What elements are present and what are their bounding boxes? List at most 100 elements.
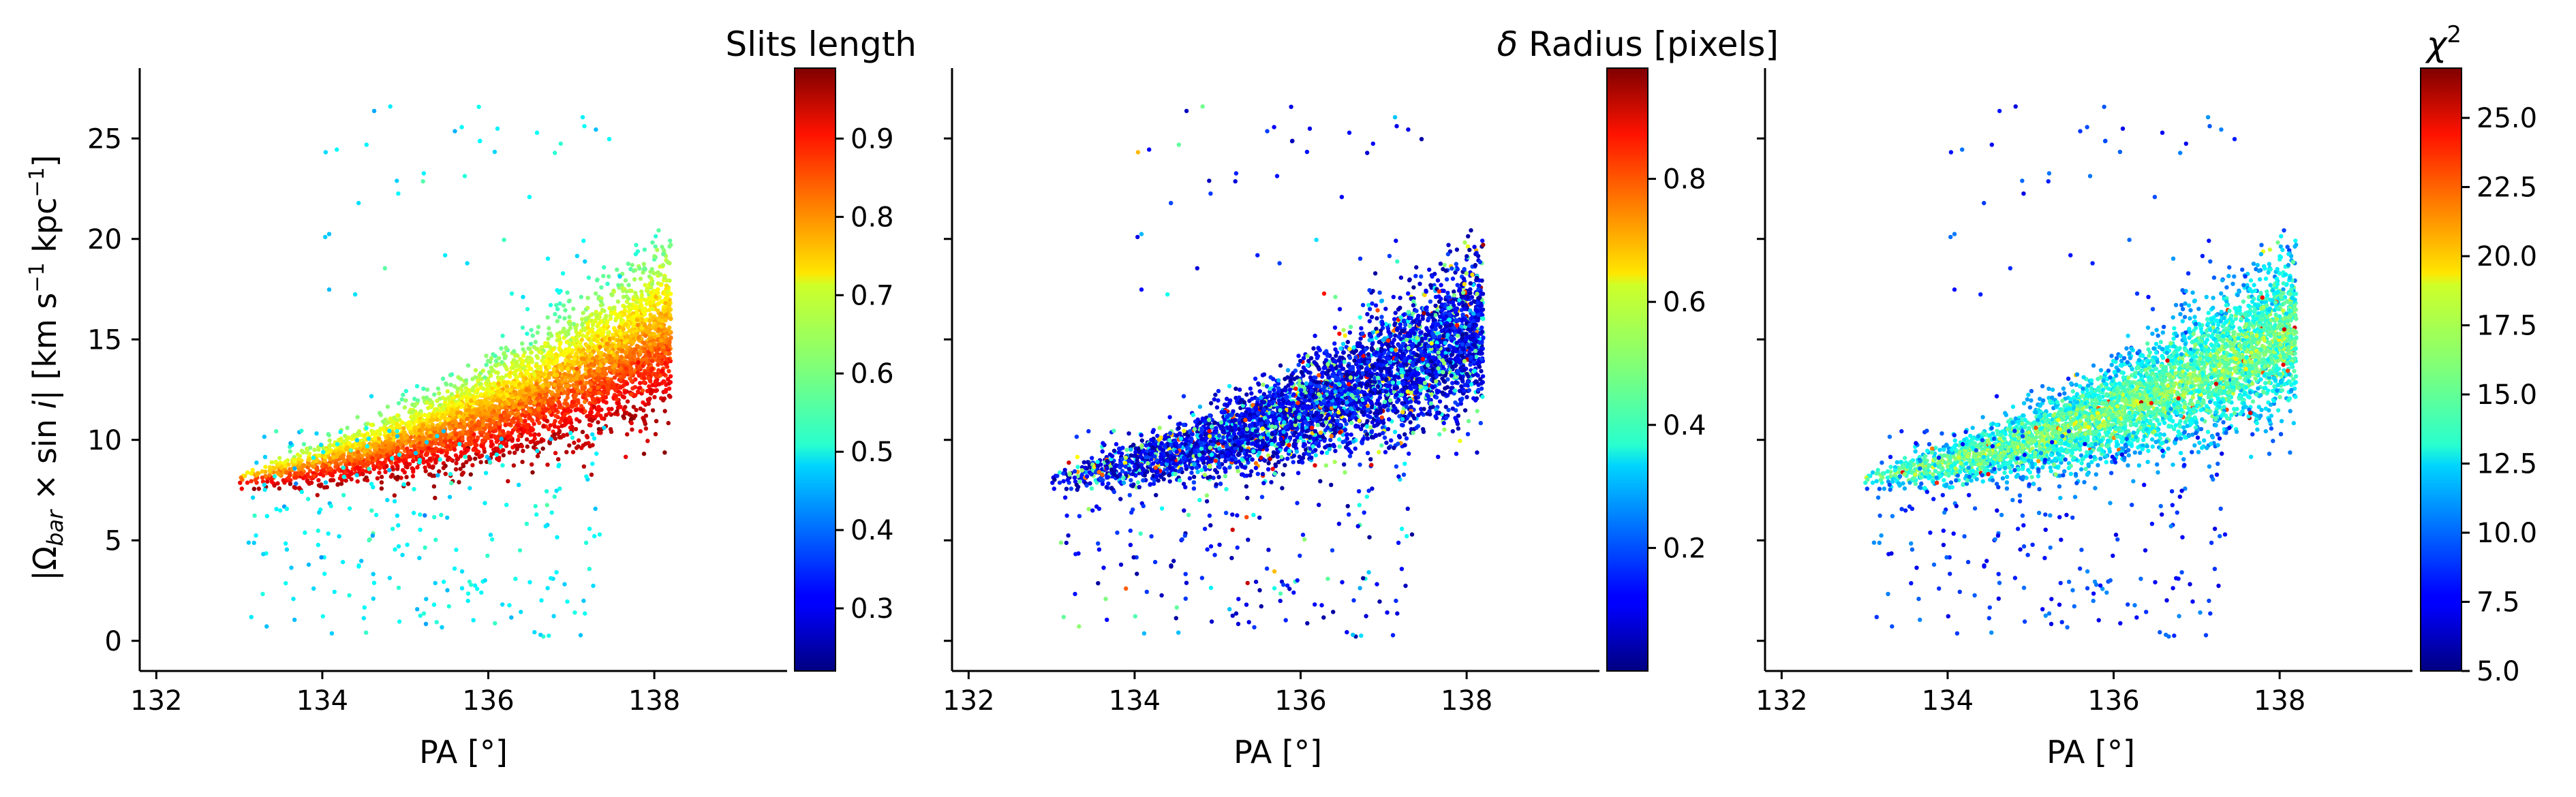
- data-point: [463, 454, 467, 459]
- data-point: [442, 407, 446, 411]
- data-point: [435, 417, 440, 422]
- data-point: [441, 428, 446, 434]
- data-point: [520, 384, 525, 388]
- data-point: [572, 610, 577, 615]
- data-point: [483, 471, 489, 475]
- data-point: [588, 410, 593, 415]
- data-point: [261, 552, 266, 557]
- data-point: [464, 460, 469, 465]
- panel-2-points: [1050, 104, 1486, 639]
- data-point: [656, 327, 662, 332]
- data-point: [350, 443, 355, 448]
- data-point: [547, 441, 552, 446]
- data-point: [626, 283, 631, 287]
- data-point: [455, 386, 460, 391]
- data-point: [458, 410, 463, 415]
- data-point: [491, 419, 495, 424]
- data-point: [459, 125, 464, 129]
- data-point: [659, 338, 664, 343]
- data-point: [452, 566, 457, 571]
- data-point: [656, 316, 661, 322]
- data-point: [602, 265, 607, 270]
- data-point: [431, 484, 437, 489]
- data-point: [632, 277, 637, 282]
- data-point: [387, 437, 392, 441]
- data-point: [484, 362, 489, 367]
- data-point: [359, 461, 365, 466]
- data-point: [504, 414, 509, 420]
- data-point: [264, 624, 269, 629]
- data-point: [306, 497, 311, 501]
- data-point: [326, 531, 331, 536]
- data-point: [587, 345, 592, 350]
- data-point: [662, 409, 667, 413]
- data-point: [369, 508, 374, 513]
- data-point: [664, 283, 669, 288]
- data-point: [480, 410, 485, 416]
- data-point: [283, 581, 288, 586]
- data-point: [658, 311, 664, 316]
- data-point: [547, 634, 551, 638]
- data-point: [491, 381, 497, 386]
- data-point: [629, 420, 634, 426]
- data-point: [500, 602, 505, 607]
- data-point: [493, 428, 498, 433]
- data-point: [633, 251, 639, 257]
- data-point: [607, 349, 611, 354]
- data-point: [461, 394, 466, 398]
- data-point: [571, 389, 577, 394]
- data-point: [567, 298, 572, 303]
- data-point: [509, 615, 514, 620]
- data-point: [541, 372, 547, 377]
- data-point: [513, 413, 518, 418]
- data-point: [380, 419, 386, 424]
- colorbar-tick-label: 0.9: [850, 123, 894, 155]
- data-point: [304, 450, 309, 455]
- data-point: [423, 621, 429, 627]
- data-point: [433, 537, 438, 542]
- data-point: [502, 400, 507, 405]
- data-point: [510, 384, 515, 390]
- data-point: [584, 474, 589, 479]
- data-point: [472, 394, 477, 400]
- data-point: [254, 533, 258, 538]
- data-point: [1114, 441, 1119, 447]
- data-point: [637, 373, 641, 378]
- data-point: [599, 299, 604, 304]
- data-point: [265, 479, 270, 484]
- data-point: [511, 463, 517, 468]
- data-point: [600, 331, 604, 337]
- data-point: [654, 294, 658, 300]
- data-point: [350, 434, 355, 439]
- data-point: [347, 593, 352, 598]
- data-point: [1465, 394, 1469, 400]
- data-point: [424, 440, 429, 445]
- data-point: [625, 334, 630, 339]
- data-point: [563, 308, 568, 313]
- data-point: [510, 365, 515, 371]
- data-point: [412, 403, 418, 408]
- data-point: [452, 447, 457, 452]
- data-point: [446, 417, 451, 422]
- x-tick-label: 136: [462, 685, 514, 717]
- data-point: [269, 460, 274, 465]
- data-point: [596, 405, 601, 409]
- data-point: [543, 524, 548, 529]
- data-point: [303, 530, 307, 535]
- data-point: [292, 617, 297, 622]
- data-point: [561, 303, 566, 308]
- data-point: [633, 393, 638, 398]
- data-point: [250, 467, 255, 473]
- data-point: [661, 398, 666, 403]
- data-point: [478, 460, 483, 465]
- data-point: [495, 398, 500, 403]
- data-point: [553, 312, 557, 317]
- data-point: [560, 271, 566, 276]
- data-point: [603, 359, 608, 364]
- data-point: [414, 426, 418, 431]
- data-point: [251, 540, 256, 546]
- data-point: [338, 461, 343, 466]
- data-point: [549, 359, 553, 364]
- data-point: [546, 381, 551, 387]
- data-point: [439, 512, 444, 518]
